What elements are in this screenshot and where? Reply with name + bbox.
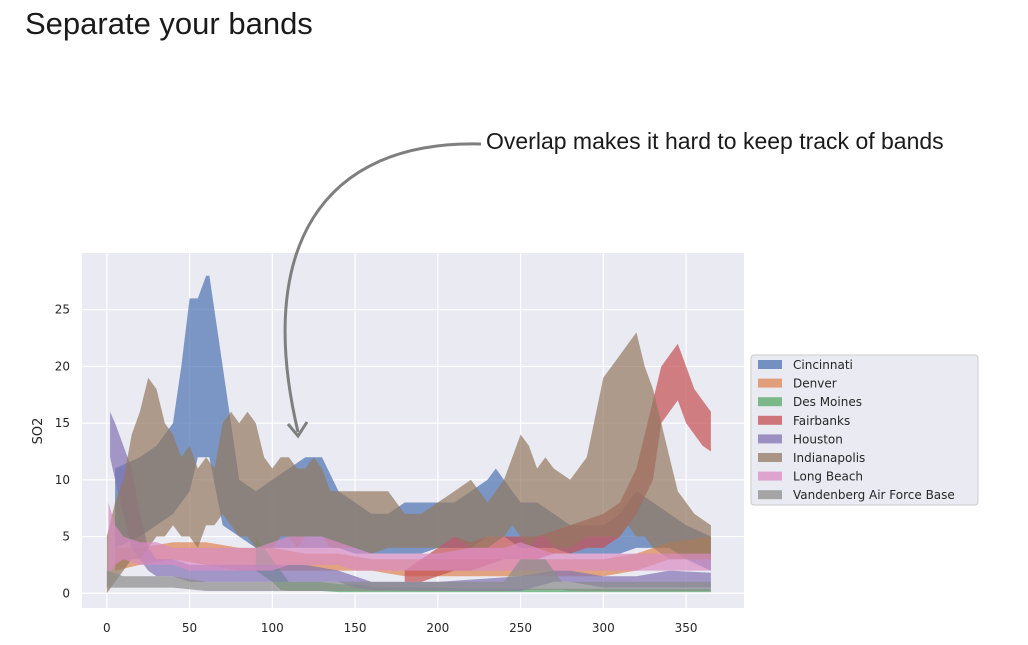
y-tick-label: 15 [55,416,70,430]
legend-label-vandenberg-air-force-base: Vandenberg Air Force Base [793,488,955,502]
x-tick-label: 50 [182,621,197,635]
annotation-arrowhead [286,421,309,439]
x-tick-label: 250 [509,621,532,635]
y-tick-label: 25 [55,303,70,317]
x-tick-label: 0 [103,621,111,635]
x-tick-label: 150 [344,621,367,635]
legend-swatch-houston [758,434,782,444]
legend: Cincinnati Denver Des Moines Fairbanks Houst… [750,354,979,506]
slide-title: Separate your bands [25,6,313,41]
y-tick-label: 10 [55,473,70,487]
legend-label-long-beach: Long Beach [793,470,863,484]
y-tick-label: 0 [62,586,70,600]
legend-label-cincinnati: Cincinnati [793,358,853,372]
ticks: 0 50 100 150 200 250 300 350 0 5 10 15 20 25 [55,303,698,635]
band-houston [110,411,711,591]
legend-swatch-denver [758,378,782,388]
legend-label-denver: Denver [793,377,837,391]
legend-swatch-vandenberg-air-force-base [758,490,782,500]
band-long-beach [108,502,711,571]
legend-label-indianapolis: Indianapolis [793,451,865,465]
annotation-arrow [283,142,482,433]
legend-label-des-moines: Des Moines [793,395,862,409]
x-tick-label: 100 [261,621,284,635]
legend-label-houston: Houston [793,432,843,446]
legend-swatch-des-moines [758,397,782,407]
legend-box [750,354,979,506]
x-tick-label: 200 [426,621,449,635]
annotation-text: Overlap makes it hard to keep track of b… [486,128,944,154]
legend-swatch-long-beach [758,471,782,481]
bands [106,275,711,594]
band-vandenberg-air-force-base [106,559,711,591]
legend-swatch-fairbanks [758,415,782,425]
x-tick-label: 300 [592,621,615,635]
legend-swatch-cincinnati [758,360,782,369]
x-tick-label: 350 [675,621,698,635]
y-axis-label: SO2 [31,418,46,445]
y-tick-label: 20 [55,359,70,373]
legend-label-fairbanks: Fairbanks [793,414,850,428]
band-indianapolis [106,332,711,594]
y-tick-label: 5 [62,530,70,544]
legend-swatch-indianapolis [758,453,782,462]
